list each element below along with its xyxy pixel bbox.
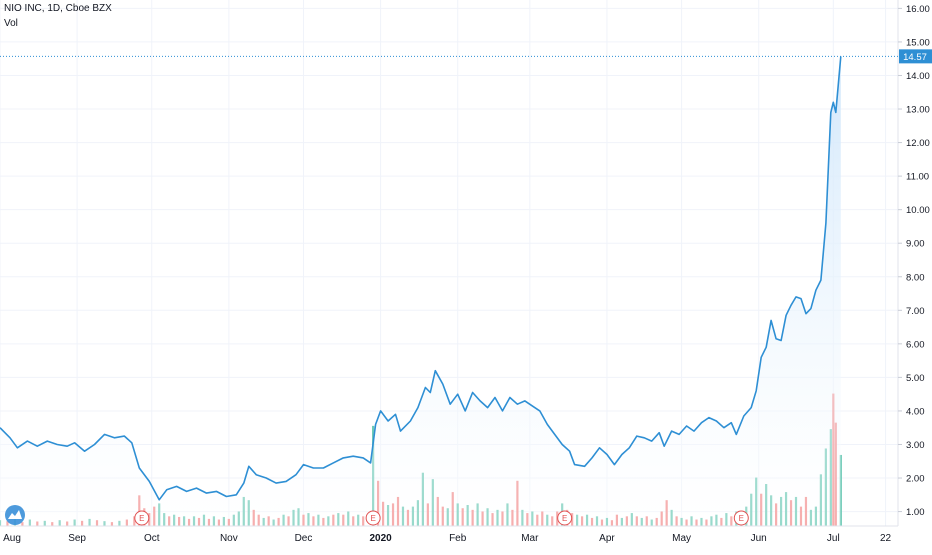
earnings-marker[interactable]: E <box>734 511 748 525</box>
price-tick-label: 14.00 <box>906 71 930 82</box>
time-tick-label: 2020 <box>369 533 392 544</box>
earnings-marker[interactable]: E <box>558 511 572 525</box>
time-tick-label: Mar <box>521 533 539 544</box>
price-tick-label: 6.00 <box>906 339 925 350</box>
time-tick-label: Feb <box>449 533 467 544</box>
chart-title: NIO INC, 1D, Cboe BZX <box>4 3 112 14</box>
price-tick-label: 2.00 <box>906 474 925 485</box>
time-axis: Aug Sep Oct Nov Dec 2020 Feb Mar Apr May Jun Jul 22 <box>0 526 898 544</box>
price-area-fill <box>0 56 841 526</box>
price-area <box>0 56 841 526</box>
time-tick-label: Oct <box>144 533 160 544</box>
earnings-marker-label: E <box>370 514 375 523</box>
time-tick-label: Nov <box>220 533 238 544</box>
volume-indicator-label[interactable]: Vol <box>4 18 18 29</box>
last-price-label: 14.57 <box>903 52 927 63</box>
price-tick-label: 4.00 <box>906 406 925 417</box>
earnings-marker-label: E <box>139 514 144 523</box>
price-tick-label: 3.00 <box>906 440 925 451</box>
time-tick-label: Jul <box>827 533 840 544</box>
time-tick-label: Aug <box>3 533 21 544</box>
price-tick-label: 10.00 <box>906 205 930 216</box>
price-tick-label: 13.00 <box>906 105 930 116</box>
logo <box>5 505 25 525</box>
time-tick-label: May <box>672 533 691 544</box>
earnings-marker-label: E <box>562 514 567 523</box>
price-tick-label: 15.00 <box>906 37 930 48</box>
earnings-marker[interactable]: E <box>366 511 380 525</box>
price-tick-label: 11.00 <box>906 172 929 183</box>
price-tick-label: 9.00 <box>906 239 925 250</box>
price-tick-label: 1.00 <box>906 507 925 518</box>
time-tick-label: Apr <box>599 533 615 544</box>
price-tick-label: 16.00 <box>906 4 930 15</box>
price-tick-label: 12.00 <box>906 138 930 149</box>
price-tick-label: 5.00 <box>906 373 925 384</box>
chart-logo-icon <box>5 505 25 525</box>
earnings-marker-label: E <box>739 514 744 523</box>
time-tick-label: Sep <box>68 533 86 544</box>
time-tick-label: 22 <box>880 533 892 544</box>
time-tick-label: Dec <box>295 533 313 544</box>
time-tick-label: Jun <box>751 533 767 544</box>
price-tick-label: 8.00 <box>906 272 925 283</box>
price-tick-label: 7.00 <box>906 306 925 317</box>
earnings-marker[interactable]: E <box>135 511 149 525</box>
